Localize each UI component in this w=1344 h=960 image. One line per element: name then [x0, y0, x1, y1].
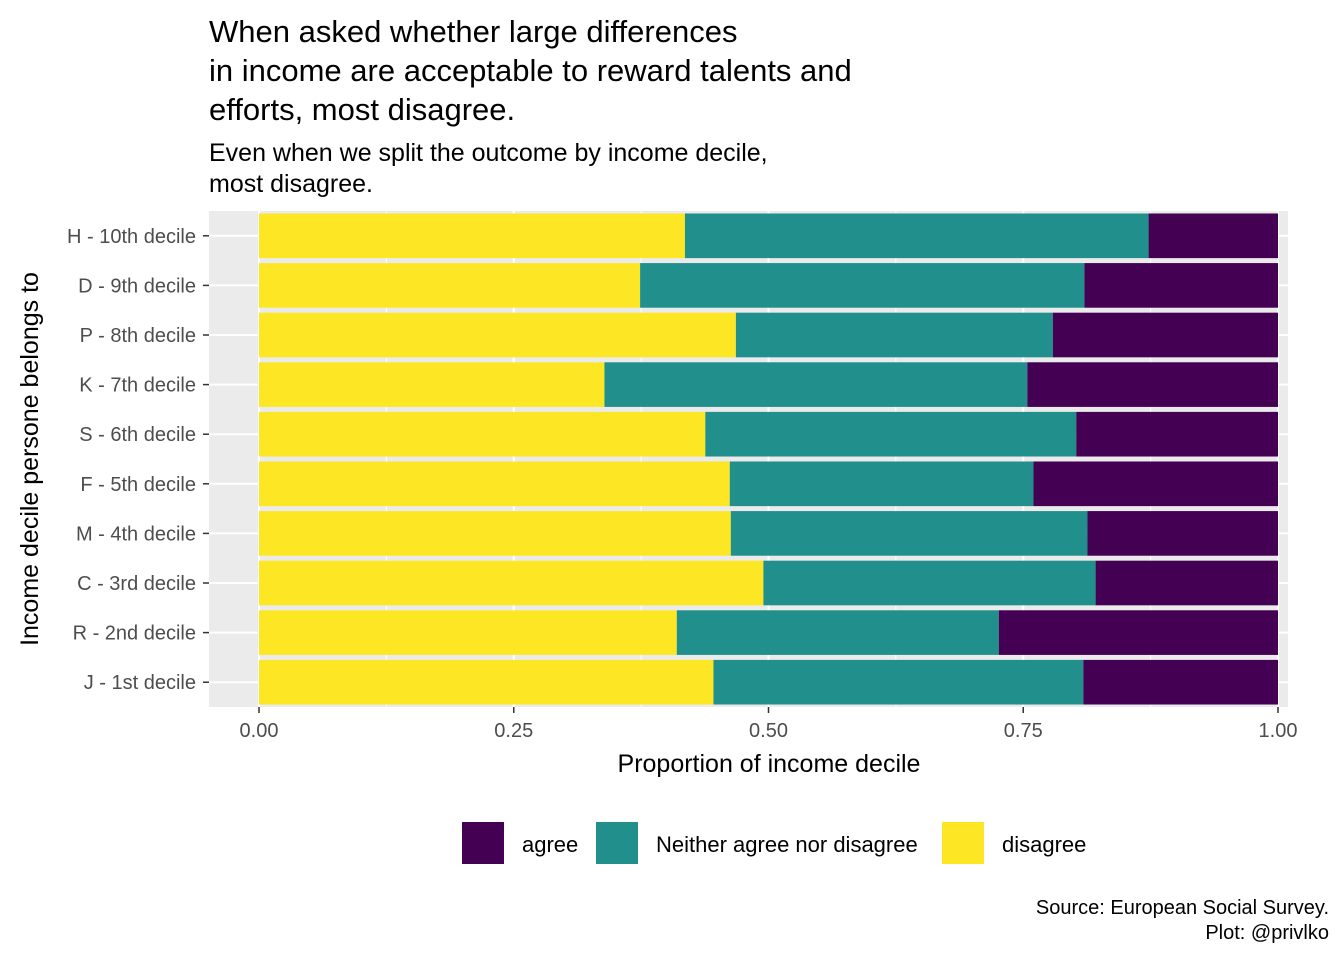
bar-disagree	[259, 411, 706, 457]
y-tick-label: S - 6th decile	[79, 424, 196, 446]
bar-disagree	[259, 511, 731, 556]
y-tick-label: F - 5th decile	[80, 474, 196, 496]
y-tick-label: M - 4th decile	[76, 523, 196, 545]
bar-disagree	[259, 461, 730, 507]
bar-marks	[259, 213, 1278, 705]
y-axis: H - 10th decile D - 9th decile P - 8th dec…	[67, 226, 209, 694]
bar-agree	[1095, 560, 1278, 606]
x-tick-label: 0.50	[749, 720, 788, 742]
bar-agree	[1076, 411, 1278, 457]
x-tick-label: 0.00	[240, 720, 279, 742]
bar-agree	[1083, 659, 1278, 705]
y-tick-label: D - 9th decile	[78, 275, 196, 297]
bar-agree	[998, 610, 1278, 655]
chart-subtitle-line: most disagree.	[209, 170, 373, 198]
legend-key-agree	[462, 822, 504, 864]
y-axis-title: Income decile persone belongs to	[16, 272, 44, 646]
legend-label-neither: Neither agree nor disagree	[656, 832, 918, 857]
legend-key-neither	[596, 822, 638, 864]
bar-agree	[1084, 263, 1278, 308]
caption-source: Source: European Social Survey.	[1035, 897, 1329, 919]
x-tick-label: 0.75	[1004, 720, 1043, 742]
caption-credit: Plot: @privlko	[1205, 922, 1329, 944]
bar-neither-agree-nor-disagree	[763, 560, 1096, 606]
y-tick-label: K - 7th decile	[79, 375, 196, 397]
bar-disagree	[259, 263, 641, 308]
bar-agree	[1148, 213, 1278, 259]
bar-neither-agree-nor-disagree	[729, 461, 1034, 507]
bar-agree	[1033, 461, 1278, 507]
chart-subtitle-line: Even when we split the outcome by income…	[209, 139, 768, 167]
y-tick-label: J - 1st decile	[84, 672, 196, 694]
bar-neither-agree-nor-disagree	[640, 263, 1085, 308]
bar-neither-agree-nor-disagree	[735, 312, 1053, 358]
chart-title: When asked whether large differences in …	[209, 12, 969, 129]
bar-agree	[1052, 312, 1278, 358]
x-axis: 0.00 0.25 0.50 0.75 1.00	[240, 707, 1298, 742]
chart-title-line: in income are acceptable to reward talen…	[209, 53, 852, 88]
x-tick-label: 0.25	[494, 720, 533, 742]
bar-disagree	[259, 610, 677, 655]
bar-disagree	[259, 312, 736, 358]
stacked-bar-chart: H - 10th decile D - 9th decile P - 8th dec…	[16, 211, 1298, 778]
bar-neither-agree-nor-disagree	[676, 610, 999, 655]
bar-neither-agree-nor-disagree	[604, 362, 1028, 407]
chart-title-line: efforts, most disagree.	[209, 92, 516, 127]
bar-neither-agree-nor-disagree	[730, 511, 1088, 556]
bar-disagree	[259, 560, 764, 606]
legend-label-agree: agree	[522, 832, 579, 857]
chart-title-line: When asked whether large differences	[209, 14, 738, 49]
bar-neither-agree-nor-disagree	[684, 213, 1149, 259]
legend-label-disagree: disagree	[1002, 832, 1087, 857]
bar-disagree	[259, 362, 605, 407]
x-axis-title: Proportion of income decile	[618, 750, 921, 778]
y-tick-label: C - 3rd decile	[77, 573, 196, 595]
bar-neither-agree-nor-disagree	[705, 411, 1077, 457]
bar-disagree	[259, 213, 685, 259]
chart-subtitle: Even when we split the outcome by income…	[209, 138, 969, 200]
y-tick-label: H - 10th decile	[67, 226, 196, 248]
legend-key-disagree	[942, 822, 984, 864]
bar-disagree	[259, 659, 714, 705]
caption: Source: European Social Survey. Plot: @p…	[1036, 896, 1329, 946]
bar-neither-agree-nor-disagree	[713, 659, 1084, 705]
bar-agree	[1087, 511, 1278, 556]
y-tick-label: P - 8th decile	[80, 325, 196, 347]
y-tick-label: R - 2nd decile	[73, 623, 196, 645]
x-tick-label: 1.00	[1259, 720, 1298, 742]
bar-agree	[1027, 362, 1278, 407]
